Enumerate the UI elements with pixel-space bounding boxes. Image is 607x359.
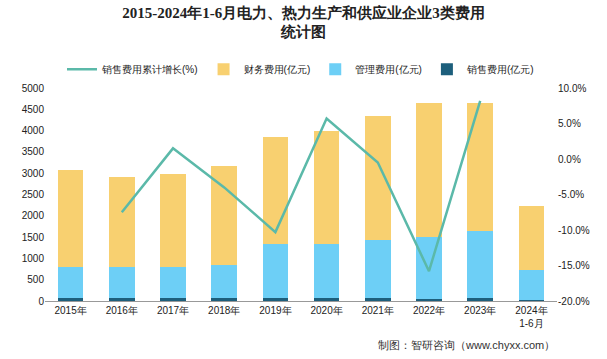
- svg-text:10.0%: 10.0%: [558, 83, 586, 94]
- svg-text:3000: 3000: [22, 168, 45, 179]
- svg-text:2017年: 2017年: [157, 305, 189, 316]
- svg-text:4500: 4500: [22, 104, 45, 115]
- svg-text:2024年1-6月: 2024年1-6月: [515, 305, 547, 329]
- svg-text:5000: 5000: [22, 83, 45, 94]
- svg-text:2500: 2500: [22, 189, 45, 200]
- svg-text:2016年: 2016年: [106, 305, 138, 316]
- svg-text:500: 500: [27, 274, 44, 285]
- svg-text:3500: 3500: [22, 146, 45, 157]
- svg-text:4000: 4000: [22, 125, 45, 136]
- svg-text:2023年: 2023年: [464, 305, 496, 316]
- svg-text:-20.0%: -20.0%: [558, 296, 590, 307]
- svg-text:制图：智研咨询（www.chyxx.com）: 制图：智研咨询（www.chyxx.com）: [378, 339, 555, 351]
- svg-text:0: 0: [38, 296, 44, 307]
- svg-text:2000: 2000: [22, 210, 45, 221]
- svg-text:2015年: 2015年: [54, 305, 86, 316]
- svg-text:1000: 1000: [22, 253, 45, 264]
- svg-text:2019年: 2019年: [259, 305, 291, 316]
- svg-text:管理费用(亿元): 管理费用(亿元): [355, 64, 422, 75]
- svg-text:销售费用(亿元): 销售费用(亿元): [466, 64, 534, 75]
- svg-text:5.0%: 5.0%: [558, 118, 581, 129]
- svg-text:-10.0%: -10.0%: [558, 225, 590, 236]
- svg-text:2018年: 2018年: [208, 305, 240, 316]
- svg-text:-5.0%: -5.0%: [558, 189, 584, 200]
- svg-text:2022年: 2022年: [413, 305, 445, 316]
- svg-text:1500: 1500: [22, 232, 45, 243]
- svg-text:-15.0%: -15.0%: [558, 260, 590, 271]
- svg-text:2021年: 2021年: [362, 305, 394, 316]
- svg-text:0.0%: 0.0%: [558, 154, 581, 165]
- svg-text:2020年: 2020年: [310, 305, 342, 316]
- svg-text:2015-2024年1-6月电力、热力生产和供应业企业3类费: 2015-2024年1-6月电力、热力生产和供应业企业3类费用统计图: [122, 4, 485, 41]
- svg-text:销售费用累计增长(%): 销售费用累计增长(%): [101, 64, 198, 75]
- svg-text:财务费用(亿元): 财务费用(亿元): [244, 64, 311, 75]
